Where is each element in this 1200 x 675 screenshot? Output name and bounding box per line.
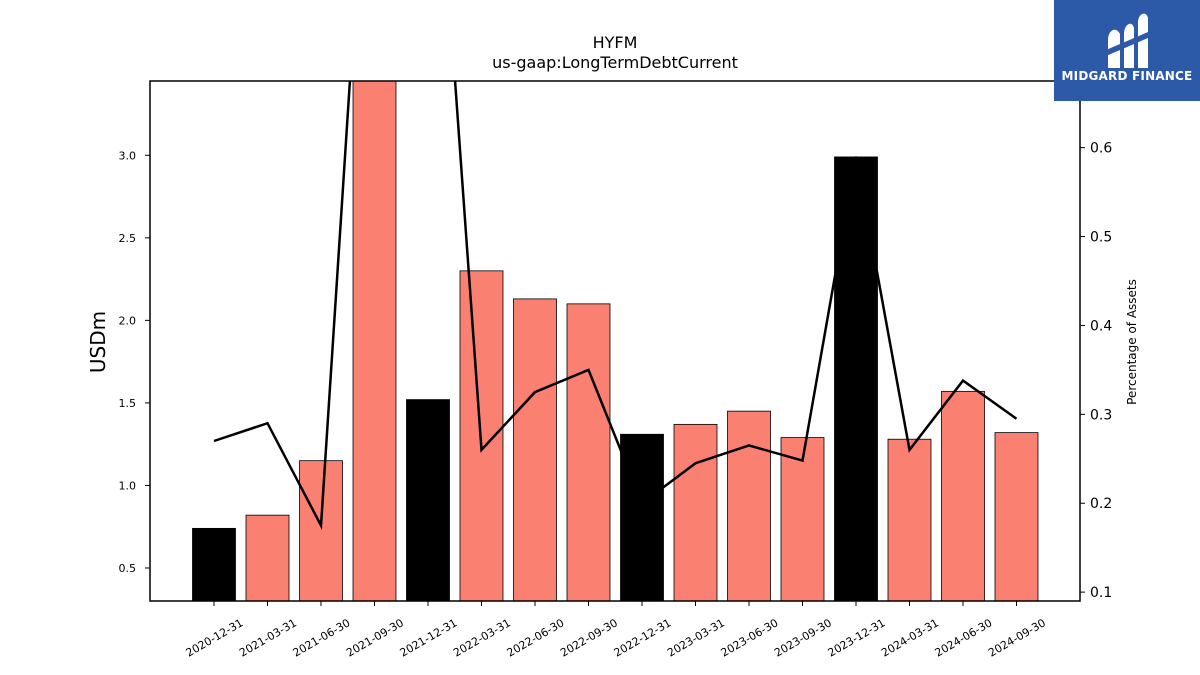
bar	[834, 156, 878, 602]
x-tick-label: 2024-03-31	[879, 616, 941, 659]
x-tick-label: 2022-06-30	[505, 616, 567, 659]
x-tick-label: 2023-09-30	[772, 616, 834, 659]
y-right-tick-label: 0.2	[1090, 496, 1112, 512]
y-right-tick-label: 0.5	[1090, 230, 1112, 246]
x-tick-label: 2023-12-31	[826, 616, 888, 659]
bar	[299, 460, 343, 602]
y-axis-right-label: Percentage of Assets	[1125, 279, 1139, 405]
bar	[513, 298, 557, 602]
y-right-tick-label: 0.1	[1090, 585, 1112, 601]
midgard-logo-icon	[1106, 13, 1148, 69]
bar	[994, 432, 1039, 602]
y-axis-label: USDm	[86, 311, 110, 373]
bar	[887, 438, 932, 602]
plot-frame	[149, 80, 1081, 602]
bar	[566, 303, 611, 602]
brand-logo: MIDGARD FINANCE	[1054, 0, 1200, 101]
x-tick-label: 2024-09-30	[986, 616, 1048, 659]
bar	[245, 514, 290, 602]
x-tick-label: 2021-06-30	[291, 616, 353, 659]
x-axis: 2020-12-312021-03-312021-06-302021-09-30…	[184, 601, 1048, 660]
x-tick-label: 2021-03-31	[237, 616, 299, 659]
bar	[352, 80, 397, 602]
x-tick-label: 2020-12-31	[184, 616, 246, 659]
y-tick-label: 0.5	[119, 562, 137, 575]
bar	[192, 527, 236, 602]
x-tick-label: 2022-03-31	[451, 616, 513, 659]
bar	[941, 390, 985, 602]
line-group	[213, 81, 1018, 530]
chart-title: HYFM	[593, 33, 638, 52]
x-tick-label: 2021-12-31	[398, 616, 460, 659]
y-tick-label: 1.5	[119, 397, 137, 410]
percentage-line	[213, 81, 1018, 530]
x-tick-label: 2023-06-30	[719, 616, 781, 659]
y-tick-label: 3.0	[119, 149, 137, 162]
bars-group	[192, 80, 1039, 602]
x-tick-label: 2022-09-30	[558, 616, 620, 659]
y-axis-left: 0.5 1.0 1.5 2.0 2.5 3.0	[119, 149, 150, 575]
y-tick-label: 1.0	[119, 479, 137, 492]
bar	[780, 437, 825, 602]
chart-subtitle: us-gaap:LongTermDebtCurrent	[492, 53, 738, 72]
brand-name: MIDGARD FINANCE	[1061, 69, 1193, 83]
x-tick-label: 2021-09-30	[344, 616, 406, 659]
y-right-tick-label: 0.4	[1090, 318, 1112, 334]
bar	[727, 410, 771, 602]
bar	[406, 399, 450, 602]
x-tick-label: 2023-03-31	[665, 616, 727, 659]
y-tick-label: 2.0	[119, 314, 137, 327]
x-tick-label: 2024-06-30	[933, 616, 995, 659]
x-tick-label: 2022-12-31	[612, 616, 674, 659]
y-right-tick-label: 0.3	[1090, 407, 1112, 423]
y-axis-right: 0.1 0.2 0.3 0.4 0.5 0.6	[1080, 141, 1112, 601]
bar	[620, 433, 664, 602]
y-tick-label: 2.5	[119, 232, 137, 245]
y-right-tick-label: 0.6	[1090, 141, 1112, 157]
bar	[673, 423, 718, 602]
